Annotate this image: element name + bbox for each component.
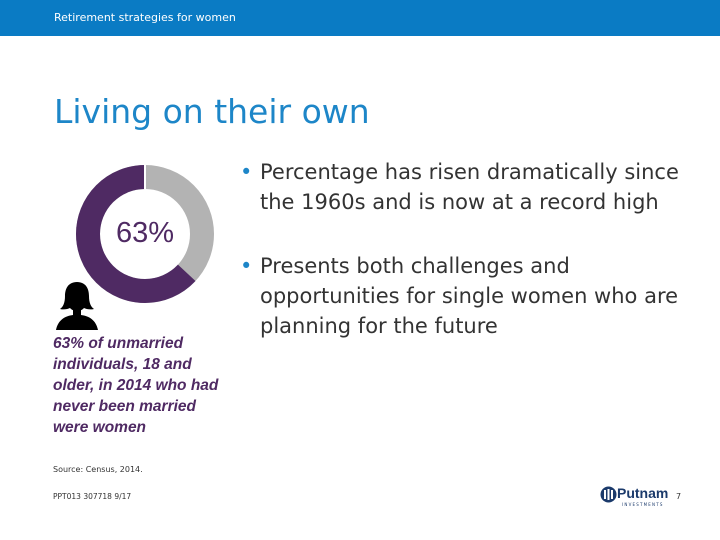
header-subtitle: Retirement strategies for women <box>54 11 236 24</box>
woman-silhouette-icon <box>56 282 98 330</box>
bullet-list: • Percentage has risen dramatically sinc… <box>240 157 680 375</box>
putnam-logo-icon <box>600 486 617 503</box>
bullet-dot-icon: • <box>240 160 253 184</box>
header-bar: Retirement strategies for women <box>0 0 720 36</box>
footer-code: PPT013 307718 9/17 <box>53 492 132 501</box>
logo-name: Putnam <box>617 485 669 501</box>
bullet-item: • Presents both challenges and opportuni… <box>240 251 680 341</box>
source-note: Source: Census, 2014. <box>53 465 143 474</box>
page-number: 7 <box>676 492 682 501</box>
donut-chart <box>76 165 214 303</box>
bullet-item: • Percentage has risen dramatically sinc… <box>240 157 680 217</box>
bullet-dot-icon: • <box>240 254 253 278</box>
stat-donut: 63% <box>76 165 214 303</box>
slide-title: Living on their own <box>54 92 370 131</box>
stat-caption: 63% of unmarried individuals, 18 and old… <box>53 335 219 436</box>
bullet-text: Presents both challenges and opportuniti… <box>260 254 679 338</box>
bullet-text: Percentage has risen dramatically since … <box>260 160 679 214</box>
donut-percent-label: 63% <box>115 217 175 249</box>
logo-subtitle: INVESTMENTS <box>622 502 664 507</box>
